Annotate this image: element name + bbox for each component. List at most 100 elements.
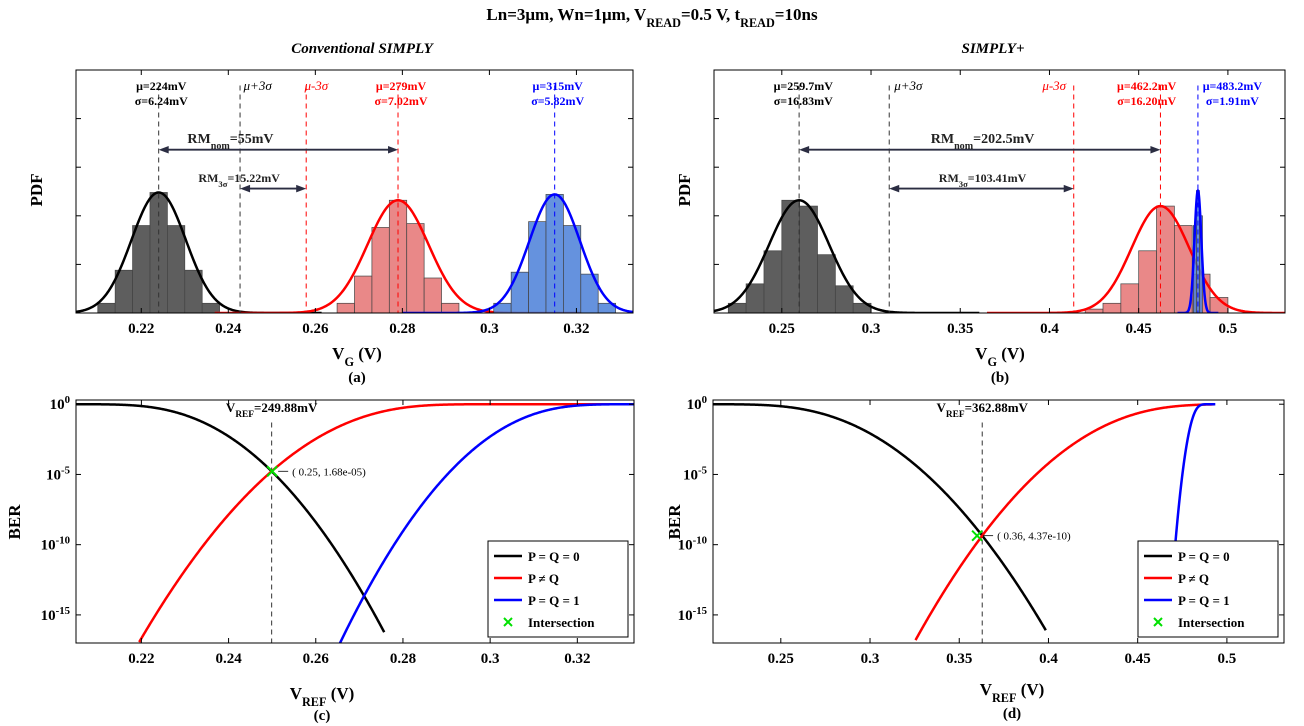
panel-a-hist-bar	[442, 303, 459, 313]
panel-c-xtick-label: 0.32	[564, 651, 590, 667]
panel-a-hist-bar	[355, 276, 372, 313]
panel-d-xlabel: VREF (V)	[980, 680, 1045, 705]
panel-b-xtick-label: 0.35	[947, 321, 973, 337]
panel-c-intersection-marker	[267, 466, 277, 476]
panel-d-xtick-label: 0.45	[1125, 651, 1151, 667]
panel-d-xtick-label: 0.3	[861, 651, 880, 667]
panel-b-arrowhead-right	[1064, 185, 1074, 193]
panel-c-xtick-label: 0.24	[215, 651, 242, 667]
panel-a-arrowhead-right	[388, 146, 398, 154]
panel-a-hist-bar	[337, 303, 354, 313]
panel-b-hist-bar	[800, 206, 818, 313]
panel-b-hist-bar	[1103, 303, 1121, 313]
panel-a-xtick-label: 0.24	[215, 321, 242, 337]
panel-c-legend-label: P = Q = 1	[528, 593, 580, 608]
panel-b-stat-sigma: σ=1.91mV	[1206, 94, 1259, 108]
panel-d-legend-label: Intersection	[1178, 615, 1245, 630]
panel-a-arrowhead-left	[240, 185, 250, 193]
panel-a-vline-label: μ-3σ	[303, 78, 328, 93]
panel-c-legend-label: Intersection	[528, 615, 595, 630]
panel-a-xtick-label: 0.26	[302, 321, 329, 337]
panel-b-vline-label: μ-3σ	[1041, 78, 1066, 93]
panel-c-ytick-label: 10-5	[46, 464, 70, 483]
panel-c-xtick-label: 0.26	[303, 651, 330, 667]
panel-d-vref-label: VREF=362.88mV	[936, 400, 1028, 420]
panel-b-hist-bar	[782, 200, 800, 313]
panel-d-xtick-label: 0.25	[768, 651, 794, 667]
panel-a-stat-mu: μ=315mV	[533, 79, 584, 93]
panel-d-label: (d)	[1003, 706, 1021, 722]
panel-b-xtick-label: 0.4	[1040, 321, 1059, 337]
panel-c-legend-label: P = Q = 0	[528, 549, 580, 564]
panel-b-margin-label: RM3σ=103.41mV	[939, 171, 1027, 189]
panel-c-datatip: ( 0.25, 1.68e-05)	[292, 466, 366, 478]
panel-d-ylabel: BER	[665, 504, 684, 540]
panel-a-hist-bar	[98, 303, 115, 313]
panel-c-label: (c)	[314, 708, 331, 724]
panel-c-ytick-label: 100	[50, 394, 70, 413]
panel-d-ytick-label: 10-15	[678, 605, 707, 624]
panel-d-xtick-label: 0.4	[1039, 651, 1058, 667]
panel-a-stat-sigma: σ=6.24mV	[135, 94, 188, 108]
panel-b-hist-bar	[835, 286, 853, 313]
panel-a-margin-label: RM3σ=15.22mV	[198, 171, 280, 189]
panel-b-xtick-label: 0.3	[862, 321, 881, 337]
panel-a-ylabel: PDF	[27, 173, 46, 206]
panel-a-hist-bar	[167, 226, 184, 313]
panel-a-stat-sigma: σ=7.02mV	[375, 94, 428, 108]
panel-a-vline-label: μ+3σ	[243, 78, 273, 93]
panel-b-xtick-label: 0.5	[1219, 321, 1238, 337]
panel-d-intersection-marker	[972, 531, 982, 541]
panel-c-xtick-label: 0.28	[390, 651, 416, 667]
figure-title: Ln=3μm, Wn=1μm, VREAD=0.5 V, tREAD=10ns	[486, 5, 818, 30]
panel-d-datatip: ( 0.36, 4.37e-10)	[997, 531, 1071, 543]
panel-a-plot-area	[76, 192, 633, 313]
panel-d-xtick-label: 0.5	[1218, 651, 1237, 667]
panel-c-ytick-label: 10-15	[41, 605, 70, 624]
panel-b-margin-label: RMnom=202.5mV	[931, 132, 1035, 152]
panel-a-hist-bar	[372, 227, 389, 313]
panel-b-xtick-label: 0.25	[769, 321, 795, 337]
panel-b-plot-area	[714, 191, 1285, 313]
panel-b-title: SIMPLY+	[962, 41, 1025, 57]
panel-b-vline-label: μ+3σ	[893, 78, 923, 93]
panel-a-title: Conventional SIMPLY	[291, 41, 434, 57]
panel-a-stat-mu: μ=279mV	[376, 79, 427, 93]
panel-c-ytick-label: 10-10	[41, 535, 70, 554]
panel-a-arrowhead-right	[296, 185, 306, 193]
panel-a-margin-label: RMnom=55mV	[187, 132, 273, 152]
panel-a-hist-bar	[133, 226, 150, 313]
panel-a-xtick-label: 0.22	[128, 321, 154, 337]
panel-c-xlabel: VREF (V)	[290, 684, 355, 709]
panel-d-legend-label: P = Q = 0	[1178, 549, 1230, 564]
panel-a-stat-mu: μ=224mV	[136, 79, 187, 93]
panel-a-hist-bar	[202, 303, 219, 313]
panel-a-label: (a)	[348, 370, 366, 386]
panel-b-xlabel: VG (V)	[975, 344, 1025, 369]
panel-d-legend-label: P = Q = 1	[1178, 593, 1230, 608]
panel-b-ylabel: PDF	[675, 173, 694, 206]
chart-panel-c: VREF=249.88mV ( 0.25, 1.68e-05) 100 10-5 10-…	[5, 394, 634, 724]
plot-c: VREF=249.88mV ( 0.25, 1.68e-05) 100 10-5 10-…	[41, 394, 634, 667]
panel-d-ytick-label: 10-5	[683, 464, 707, 483]
panel-a-xtick-label: 0.3	[480, 321, 499, 337]
panel-d-xtick-label: 0.35	[946, 651, 972, 667]
panel-c-ber-curve	[76, 404, 384, 632]
panel-c-vref-label: VREF=249.88mV	[226, 400, 318, 420]
panel-a-xtick-label: 0.28	[389, 321, 415, 337]
chart-panel-a: Conventional SIMPLY μ+3σ μ-3σ μ=224mVσ=6.2…	[27, 41, 633, 386]
panel-c-xtick-label: 0.3	[481, 651, 500, 667]
panel-b-hist-bar	[817, 255, 835, 313]
panel-b-hist-bar	[1139, 251, 1157, 313]
panel-a-xlabel: VG (V)	[332, 344, 382, 369]
panel-b-arrowhead-left	[799, 146, 809, 154]
panel-c-legend-label: P ≠ Q	[528, 571, 559, 586]
panel-c-xtick-label: 0.22	[128, 651, 154, 667]
panel-b-stat-mu: μ=483.2mV	[1203, 79, 1263, 93]
panel-b-hist-bar	[764, 251, 782, 313]
panel-d-legend-label: P ≠ Q	[1178, 571, 1209, 586]
panel-b-hist-bar	[1121, 284, 1139, 313]
